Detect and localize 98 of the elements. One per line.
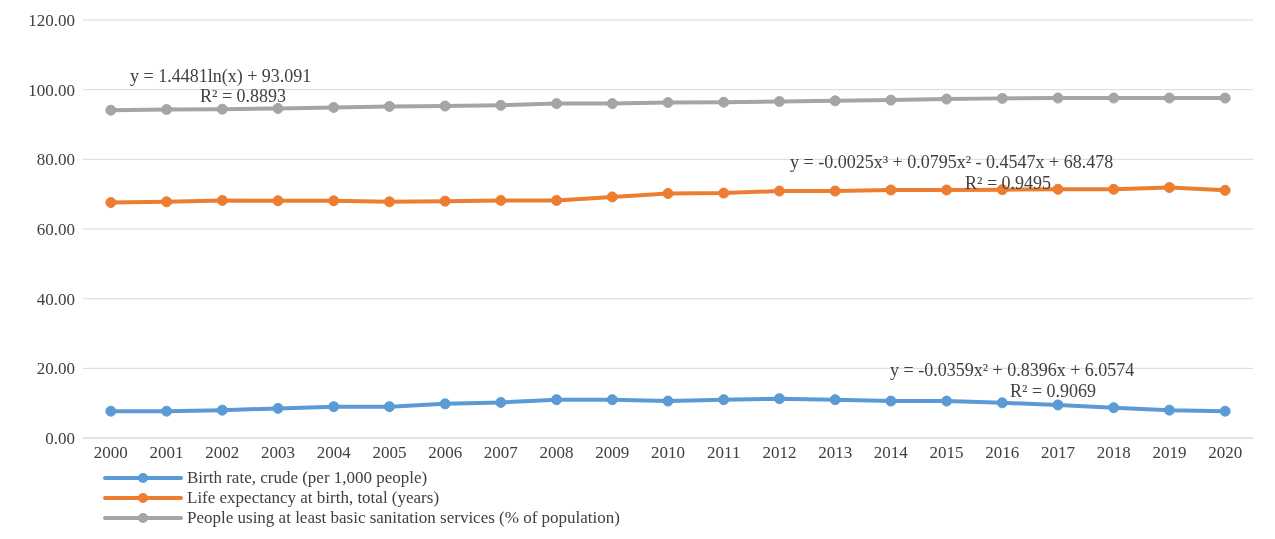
point <box>941 395 953 407</box>
point <box>328 401 340 413</box>
point <box>161 196 173 208</box>
point <box>606 98 618 110</box>
point <box>1108 183 1120 195</box>
point <box>829 95 841 107</box>
legend-label: Birth rate, crude (per 1,000 people) <box>187 468 428 488</box>
point <box>216 404 228 416</box>
y-tick-label: 40.00 <box>36 289 75 309</box>
point <box>662 187 674 199</box>
x-tick-label: 2006 <box>428 443 463 463</box>
point <box>996 397 1008 409</box>
point <box>161 104 173 116</box>
point <box>606 394 618 406</box>
y-tick-label: 80.00 <box>36 150 75 170</box>
point <box>328 101 340 113</box>
point <box>1163 92 1175 104</box>
x-tick-label: 2010 <box>651 443 685 463</box>
point <box>216 194 228 206</box>
point <box>1219 184 1231 196</box>
point <box>718 96 730 108</box>
point <box>383 100 395 112</box>
point <box>161 405 173 417</box>
point <box>829 394 841 406</box>
point <box>1052 183 1064 195</box>
annotation: y = -0.0359x² + 0.8396x + 6.0574 <box>889 360 1136 380</box>
x-tick-label: 2020 <box>1208 443 1243 463</box>
point <box>941 93 953 105</box>
point <box>551 394 563 406</box>
point <box>216 103 228 115</box>
point <box>885 94 897 106</box>
point <box>1052 92 1064 104</box>
x-tick-label: 2019 <box>1152 443 1187 463</box>
x-tick-label: 2014 <box>873 443 909 463</box>
point <box>885 184 897 196</box>
point <box>1219 405 1231 417</box>
annotation: y = -0.0025x³ + 0.0795x² - 0.4547x + 68.478 <box>789 152 1115 172</box>
point <box>328 195 340 207</box>
annotation: R² = 0.8893 <box>199 86 288 106</box>
y-tick-label: 20.00 <box>36 359 75 379</box>
x-tick-label: 2013 <box>818 443 853 463</box>
y-tick-label: 0.00 <box>45 429 75 449</box>
x-tick-label: 2007 <box>483 443 519 463</box>
x-tick-label: 2001 <box>149 443 184 463</box>
point <box>1108 92 1120 104</box>
point <box>996 92 1008 104</box>
x-tick-label: 2016 <box>985 443 1020 463</box>
point <box>718 187 730 199</box>
x-tick-label: 2002 <box>205 443 240 463</box>
point <box>1052 399 1064 411</box>
point <box>105 197 117 209</box>
point <box>941 184 953 196</box>
point <box>383 401 395 413</box>
x-tick-label: 2015 <box>929 443 964 463</box>
legend-label: Life expectancy at birth, total (years) <box>187 488 440 508</box>
x-tick-label: 2008 <box>539 443 574 463</box>
point <box>773 185 785 197</box>
point <box>662 395 674 407</box>
point <box>606 191 618 203</box>
legend-label: People using at least basic sanitation services (% of population) <box>187 508 620 528</box>
x-tick-label: 2017 <box>1041 443 1076 463</box>
point <box>662 97 674 109</box>
point <box>272 402 284 414</box>
x-tick-label: 2005 <box>372 443 407 463</box>
point <box>1108 402 1120 414</box>
point <box>272 102 284 114</box>
point <box>829 185 841 197</box>
point <box>1163 404 1175 416</box>
point <box>495 99 507 111</box>
x-tick-label: 2000 <box>93 443 128 463</box>
point <box>773 393 785 405</box>
point <box>495 194 507 206</box>
y-tick-label: 120.00 <box>28 11 75 31</box>
y-tick-label: 60.00 <box>36 220 75 240</box>
point <box>1219 92 1231 104</box>
point <box>439 398 451 410</box>
annotation: R² = 0.9069 <box>1009 381 1098 401</box>
x-tick-label: 2012 <box>762 443 797 463</box>
point <box>439 100 451 112</box>
point <box>1163 182 1175 194</box>
x-tick-label: 2018 <box>1096 443 1131 463</box>
point <box>718 394 730 406</box>
x-tick-label: 2004 <box>316 443 352 463</box>
point <box>885 395 897 407</box>
point <box>272 195 284 207</box>
point <box>439 195 451 207</box>
annotation: y = 1.4481ln(x) + 93.091 <box>129 66 313 86</box>
point <box>105 104 117 116</box>
point <box>551 98 563 110</box>
y-tick-label: 100.00 <box>28 80 75 100</box>
point <box>105 405 117 417</box>
point <box>495 396 507 408</box>
x-tick-label: 2011 <box>707 443 741 463</box>
point <box>773 96 785 108</box>
x-tick-label: 2003 <box>261 443 295 463</box>
point <box>551 194 563 206</box>
point <box>383 196 395 208</box>
x-tick-label: 2009 <box>595 443 630 463</box>
